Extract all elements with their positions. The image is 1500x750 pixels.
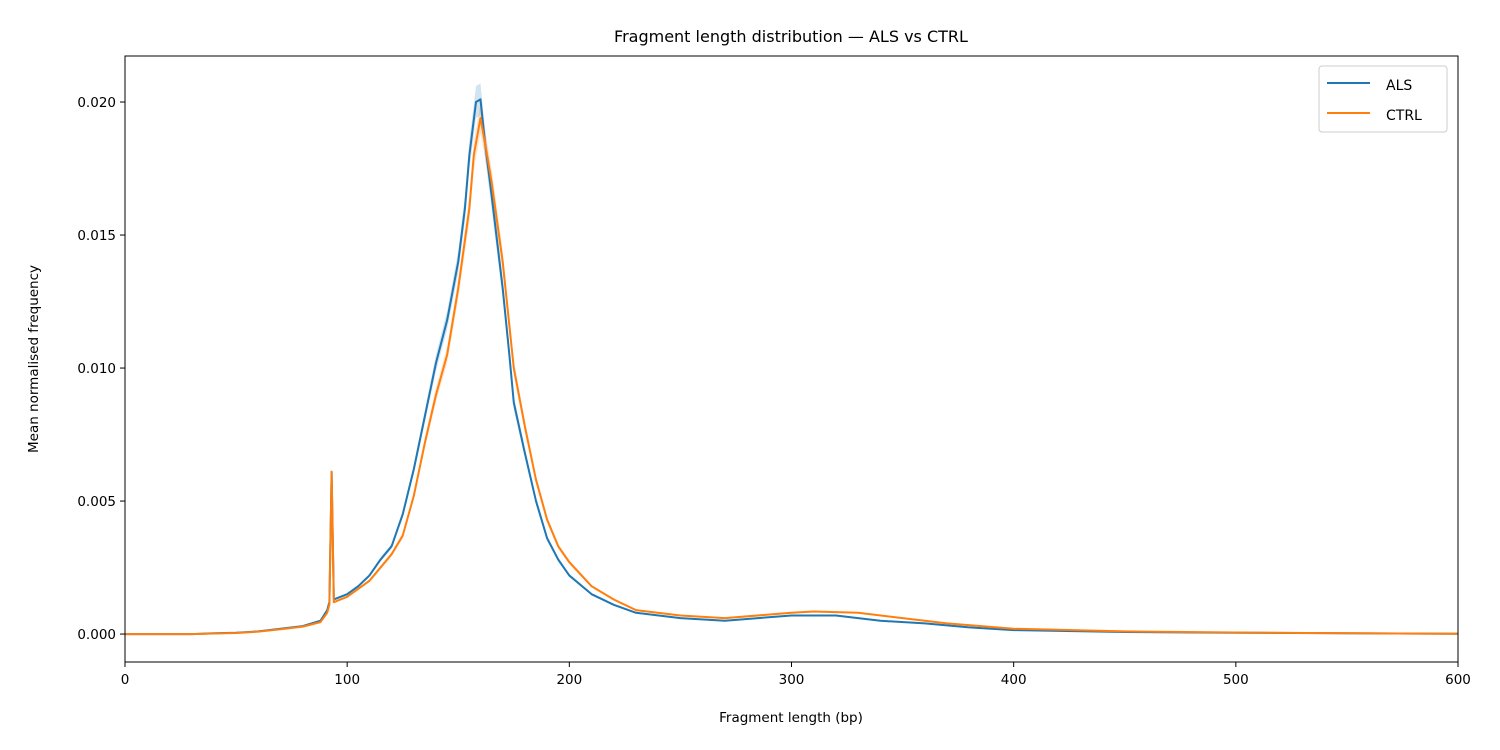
y-axis-label: Mean normalised frequency [26, 265, 42, 453]
line-ctrl [125, 116, 1459, 636]
x-tick-label: 600 [1445, 672, 1471, 688]
band-ctrl [125, 102, 1458, 635]
y-tick-label: 0.000 [77, 627, 116, 643]
x-tick-label: 300 [779, 672, 805, 688]
y-axis-ticks: 0.000 0.005 0.010 0.015 0.020 [77, 95, 125, 643]
legend-label-als: ALS [1386, 78, 1412, 94]
confidence-bands [125, 83, 1458, 635]
legend-label-ctrl: CTRL [1386, 108, 1422, 124]
x-tick-label: 100 [334, 672, 360, 688]
band-als [125, 83, 1458, 635]
y-tick-label: 0.020 [77, 95, 116, 111]
chart-title: Fragment length distribution — ALS vs CT… [614, 27, 968, 46]
x-tick-label: 400 [1001, 672, 1027, 688]
series-lines [125, 98, 1459, 636]
line-als [125, 98, 1459, 636]
y-tick-label: 0.005 [77, 494, 116, 510]
legend-box [1318, 65, 1448, 133]
x-tick-label: 200 [556, 672, 582, 688]
x-tick-label: 0 [121, 672, 130, 688]
x-tick-label: 500 [1223, 672, 1249, 688]
y-tick-label: 0.010 [77, 361, 116, 377]
legend: ALS CTRL [1318, 65, 1448, 133]
x-axis-ticks: 0 100 200 300 400 500 600 [121, 662, 1471, 688]
x-axis-label: Fragment length (bp) [719, 710, 863, 726]
y-tick-label: 0.015 [77, 228, 116, 244]
plot-frame [124, 55, 1459, 663]
